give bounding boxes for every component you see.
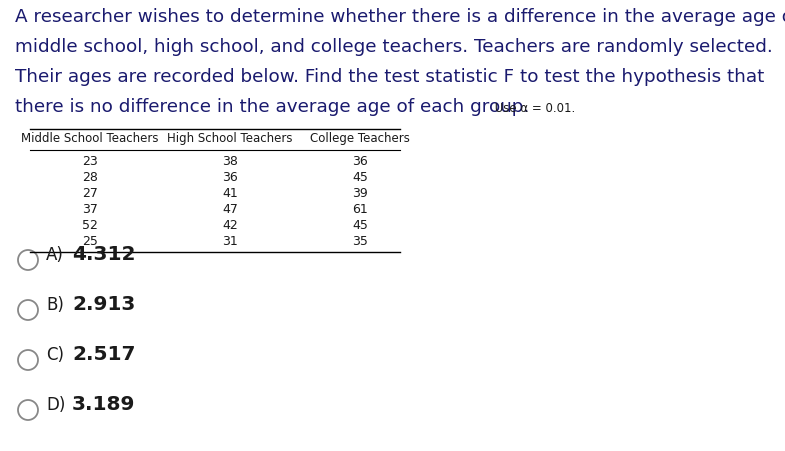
- Text: 45: 45: [352, 170, 368, 184]
- Text: 31: 31: [222, 235, 238, 248]
- Text: B): B): [46, 295, 64, 313]
- Text: 2.517: 2.517: [72, 345, 136, 364]
- Text: 39: 39: [352, 187, 368, 199]
- Text: A researcher wishes to determine whether there is a difference in the average ag: A researcher wishes to determine whether…: [15, 8, 785, 26]
- Text: Use α = 0.01.: Use α = 0.01.: [491, 102, 575, 115]
- Text: D): D): [46, 395, 65, 413]
- Text: Their ages are recorded below. Find the test statistic F to test the hypothesis : Their ages are recorded below. Find the …: [15, 68, 765, 86]
- Text: C): C): [46, 345, 64, 363]
- Text: 36: 36: [352, 155, 368, 168]
- Text: middle school, high school, and college teachers. Teachers are randomly selected: middle school, high school, and college …: [15, 38, 772, 56]
- Text: 36: 36: [222, 170, 238, 184]
- Text: College Teachers: College Teachers: [310, 132, 410, 145]
- Text: 52: 52: [82, 219, 98, 231]
- Text: A): A): [46, 245, 64, 263]
- Text: 37: 37: [82, 202, 98, 216]
- Text: 4.312: 4.312: [72, 245, 136, 264]
- Text: High School Teachers: High School Teachers: [167, 132, 293, 145]
- Text: 35: 35: [352, 235, 368, 248]
- Text: 45: 45: [352, 219, 368, 231]
- Text: 41: 41: [222, 187, 238, 199]
- Text: 38: 38: [222, 155, 238, 168]
- Text: 28: 28: [82, 170, 98, 184]
- Text: there is no difference in the average age of each group.: there is no difference in the average ag…: [15, 98, 529, 116]
- Text: 61: 61: [352, 202, 368, 216]
- Text: 3.189: 3.189: [72, 395, 135, 414]
- Text: 47: 47: [222, 202, 238, 216]
- Text: 42: 42: [222, 219, 238, 231]
- Text: Middle School Teachers: Middle School Teachers: [21, 132, 159, 145]
- Text: 25: 25: [82, 235, 98, 248]
- Text: 2.913: 2.913: [72, 295, 135, 314]
- Text: 27: 27: [82, 187, 98, 199]
- Text: 23: 23: [82, 155, 98, 168]
